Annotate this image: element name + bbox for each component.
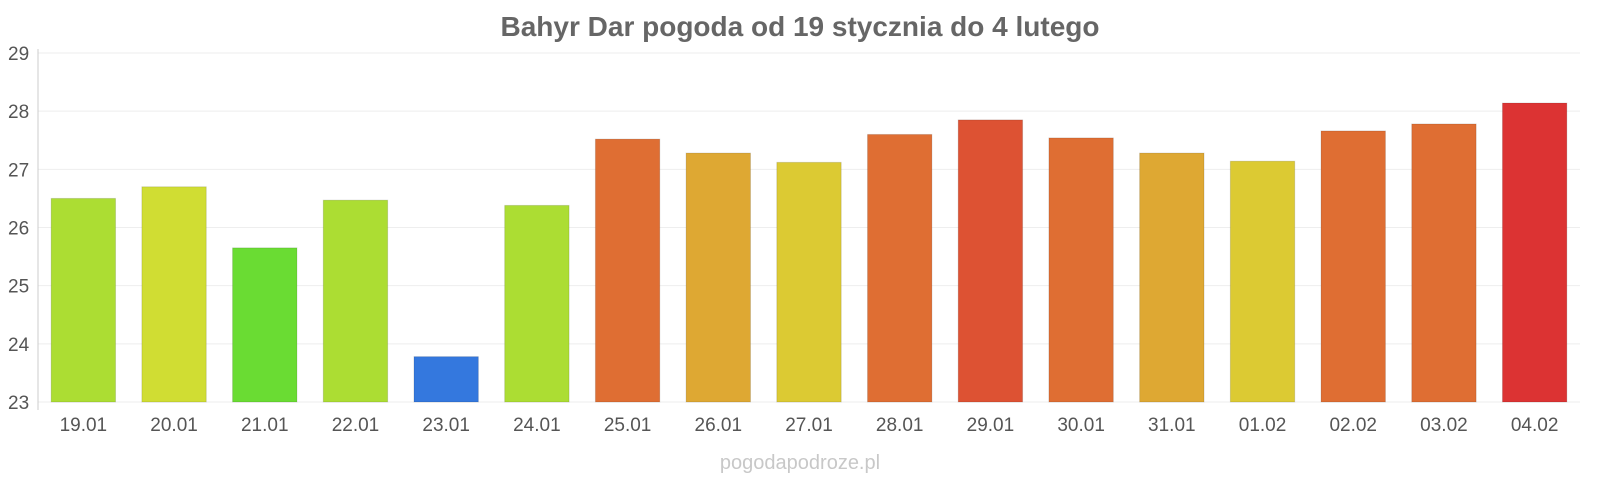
x-tick-layer: 19.01 20.01 21.01 22.01 23.01 24.01 25.01 26.01… [60,415,1559,436]
y-tick-label: 29 [8,44,29,65]
bar-23.01: 23.01: 23.78 [413,356,479,403]
bar-19.01: 19.01: 26.5 [50,197,117,403]
x-tick-label: 22.01 [332,415,380,436]
x-tick-label: 29.01 [967,415,1015,436]
bar-03.02: 03.02: 27.78 [1411,123,1477,403]
y-tick-label: 23 [8,393,29,414]
bar-22.01: 22.01: 26.47 [322,199,389,403]
x-tick-label: 24.01 [513,415,561,436]
y-tick-label: 26 [8,219,29,240]
chart-title: Bahyr Dar pogoda od 19 stycznia do 4 lut… [501,11,1100,42]
bar-24.01: 24.01: 26.38 [504,204,570,403]
y-tick-label: 25 [8,277,29,298]
bar-30.01: 30.01: 27.54 [1048,137,1114,403]
x-tick-label: 01.02 [1239,415,1287,436]
bar-01.02: 01.02: 27.14 [1229,160,1296,403]
bar-29.01: 29.01: 27.85 [957,119,1024,403]
y-tick-label: 27 [8,160,29,181]
x-tick-label: 23.01 [422,415,470,436]
y-tick-label: 24 [8,335,30,356]
x-tick-label: 02.02 [1329,415,1377,436]
x-tick-label: 04.02 [1511,415,1559,436]
x-tick-label: 28.01 [876,415,924,436]
bar-27.01: 27.01: 27.12 [776,161,842,403]
bar-20.01: 20.01: 26.7 [141,186,207,403]
x-tick-label: 31.01 [1148,415,1196,436]
x-tick-label: 20.01 [150,415,198,436]
bar-21.01: 21.01: 25.65 [232,247,298,403]
x-tick-label: 26.01 [695,415,743,436]
source-label: pogodapodroze.pl [720,452,880,474]
x-tick-label: 21.01 [241,415,289,436]
bar-28.01: 28.01: 27.6 [867,133,933,403]
x-tick-label: 19.01 [60,415,108,436]
x-tick-label: 25.01 [604,415,652,436]
bar-04.02: 04.02: 28.14 [1501,102,1568,403]
x-tick-label: 27.01 [785,415,833,436]
y-tick-label: 28 [8,102,29,123]
x-tick-label: 03.02 [1420,415,1468,436]
bar-26.01: 26.01: 27.28 [685,152,751,403]
bar-02.02: 02.02: 27.66 [1320,130,1386,403]
x-tick-label: 30.01 [1057,415,1105,436]
axis-layer: 23 24 25 26 27 28 29 [8,44,39,414]
bar-31.01: 31.01: 27.28 [1139,152,1205,403]
bar-25.01: 25.01: 27.52 [594,138,661,403]
bar-layer: 19.01: 26.5 20.01: 26.7 21.01: 25.65 22.01:… [50,102,1568,403]
